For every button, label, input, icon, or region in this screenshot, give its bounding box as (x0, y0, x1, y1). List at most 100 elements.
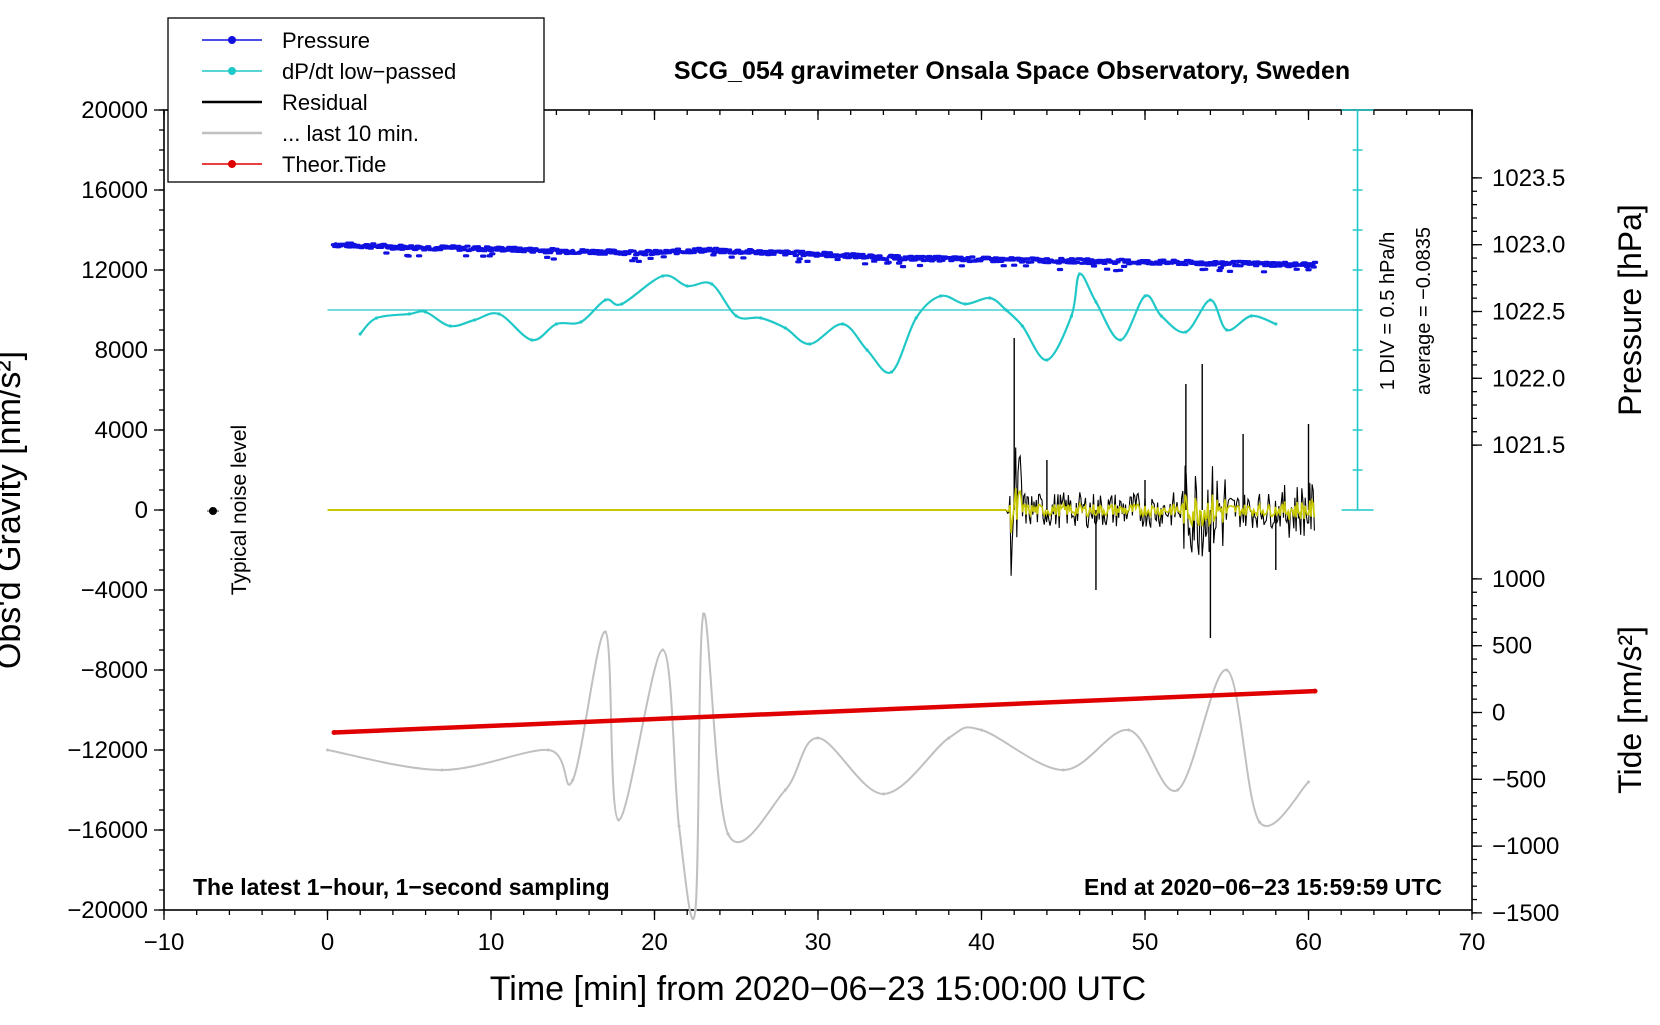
sampling-note: The latest 1−hour, 1−second sampling (193, 874, 610, 900)
x-tick-label: −10 (144, 929, 185, 956)
legend-box (167, 17, 545, 183)
pressure-tick-label: 1022.5 (1492, 299, 1565, 326)
dpdt-point (620, 302, 624, 306)
last10-point (617, 818, 621, 822)
dpdt-point (1274, 322, 1278, 326)
dpdt-point (579, 320, 583, 324)
pressure-point (488, 246, 494, 252)
y-tick-label: 20000 (81, 97, 148, 124)
pressure-point (897, 255, 903, 261)
dpdt-scale-bar (327, 109, 1374, 511)
y-tick-label: −4000 (81, 577, 148, 604)
tide-tick-label: −1000 (1492, 833, 1559, 860)
legend-marker (228, 36, 236, 44)
dpdt-point (685, 284, 689, 288)
pressure-point (733, 248, 739, 254)
x-axis: −10 0 10 20 30 40 50 60 70 (144, 110, 1486, 956)
dpdt-point (1069, 314, 1074, 318)
last10-point (677, 824, 681, 828)
noise-level-label: Typical noise level (228, 425, 251, 595)
pressure-point (406, 244, 412, 250)
dpdt-point (497, 312, 501, 316)
last10-point (603, 630, 607, 634)
dpdt-point (889, 370, 894, 374)
last10-point (571, 778, 575, 782)
pressure-point (815, 251, 821, 257)
dpdt-point (1184, 330, 1188, 334)
last10-point (326, 748, 329, 752)
last10-point (881, 792, 885, 796)
x-tick-label: 60 (1295, 929, 1322, 956)
tide-tick-label: −500 (1492, 766, 1546, 793)
dpdt-point (661, 274, 665, 278)
last10-point (661, 648, 665, 652)
dpdt-line (359, 272, 1277, 374)
dpdt-point (473, 318, 477, 322)
pressure-tick-label: 1021.5 (1492, 432, 1565, 459)
dpdt-point (1225, 328, 1229, 332)
pressure-point (1305, 262, 1312, 268)
x-tick-label: 20 (641, 929, 668, 956)
legend-label: dP/dt low−passed (282, 59, 456, 84)
y-axis-label-gravity: Obs'd Gravity [nm/s²] (0, 351, 28, 669)
legend-marker (228, 160, 236, 168)
pressure-dots (330, 241, 1319, 274)
tide-tick-label: 500 (1492, 633, 1532, 660)
x-tick-label: 30 (805, 929, 832, 956)
dpdt-point (1045, 358, 1049, 362)
last10-point (1225, 668, 1229, 672)
dpdt-point (988, 296, 992, 300)
dpdt-point (914, 316, 918, 320)
scale-div-label: 1 DIV = 0.5 hPa/h (1377, 232, 1399, 390)
legend-marker (228, 67, 236, 75)
last10-point (693, 908, 697, 912)
y-tick-label: 4000 (95, 417, 148, 444)
residual-filtered-line (1005, 488, 1316, 534)
last10-point (980, 728, 983, 732)
legend-label: Pressure (282, 28, 370, 53)
legend: Pressure dP/dt low−passed Residual ... last… (167, 17, 545, 183)
series-residual (1005, 338, 1316, 638)
pressure-point (978, 256, 985, 262)
y-tick-label: 0 (135, 497, 148, 524)
noise-level-marker (207, 507, 219, 515)
last10-point (1061, 768, 1065, 772)
tide-point (331, 730, 337, 736)
pressure-tick-label: 1023.0 (1492, 232, 1565, 259)
last10-point (1176, 788, 1180, 792)
dpdt-point (603, 298, 608, 302)
series-dpdt (358, 272, 1278, 374)
y-tick-label: −8000 (81, 657, 148, 684)
y-tick-label: −12000 (67, 737, 148, 764)
dpdt-point (1020, 324, 1024, 328)
last10-point (702, 612, 706, 616)
last10-point (947, 736, 951, 740)
last10-point (440, 768, 444, 772)
dpdt-point (554, 322, 559, 326)
y-axis-pressure: 1023.5 1023.0 1022.5 1022.0 1021.5 (1472, 165, 1565, 459)
pressure-point (651, 250, 658, 256)
y-axis-tide: 1000 500 0 −500 −1000 −1500 (1472, 566, 1559, 927)
dpdt-point (1208, 298, 1212, 302)
dpdt-point (358, 332, 362, 336)
tide-tick-label: −1500 (1492, 900, 1559, 927)
x-tick-label: 40 (968, 929, 995, 956)
dpdt-point (1249, 314, 1253, 318)
pressure-point (700, 247, 707, 253)
x-tick-label: 70 (1459, 929, 1486, 956)
dpdt-point (734, 314, 738, 318)
tide-point (1312, 688, 1318, 694)
series-theor-tide (331, 688, 1318, 736)
legend-label: Theor.Tide (282, 152, 386, 177)
tide-line (333, 688, 1316, 735)
y-axis-label-pressure: Pressure [hPa] (1612, 204, 1648, 416)
dpdt-point (424, 310, 428, 314)
pressure-point (1060, 258, 1066, 264)
last10-point (783, 788, 787, 792)
dpdt-point (1159, 314, 1163, 318)
last10-point (1307, 780, 1310, 784)
dpdt-point (840, 322, 845, 326)
dpdt-point (808, 342, 812, 346)
